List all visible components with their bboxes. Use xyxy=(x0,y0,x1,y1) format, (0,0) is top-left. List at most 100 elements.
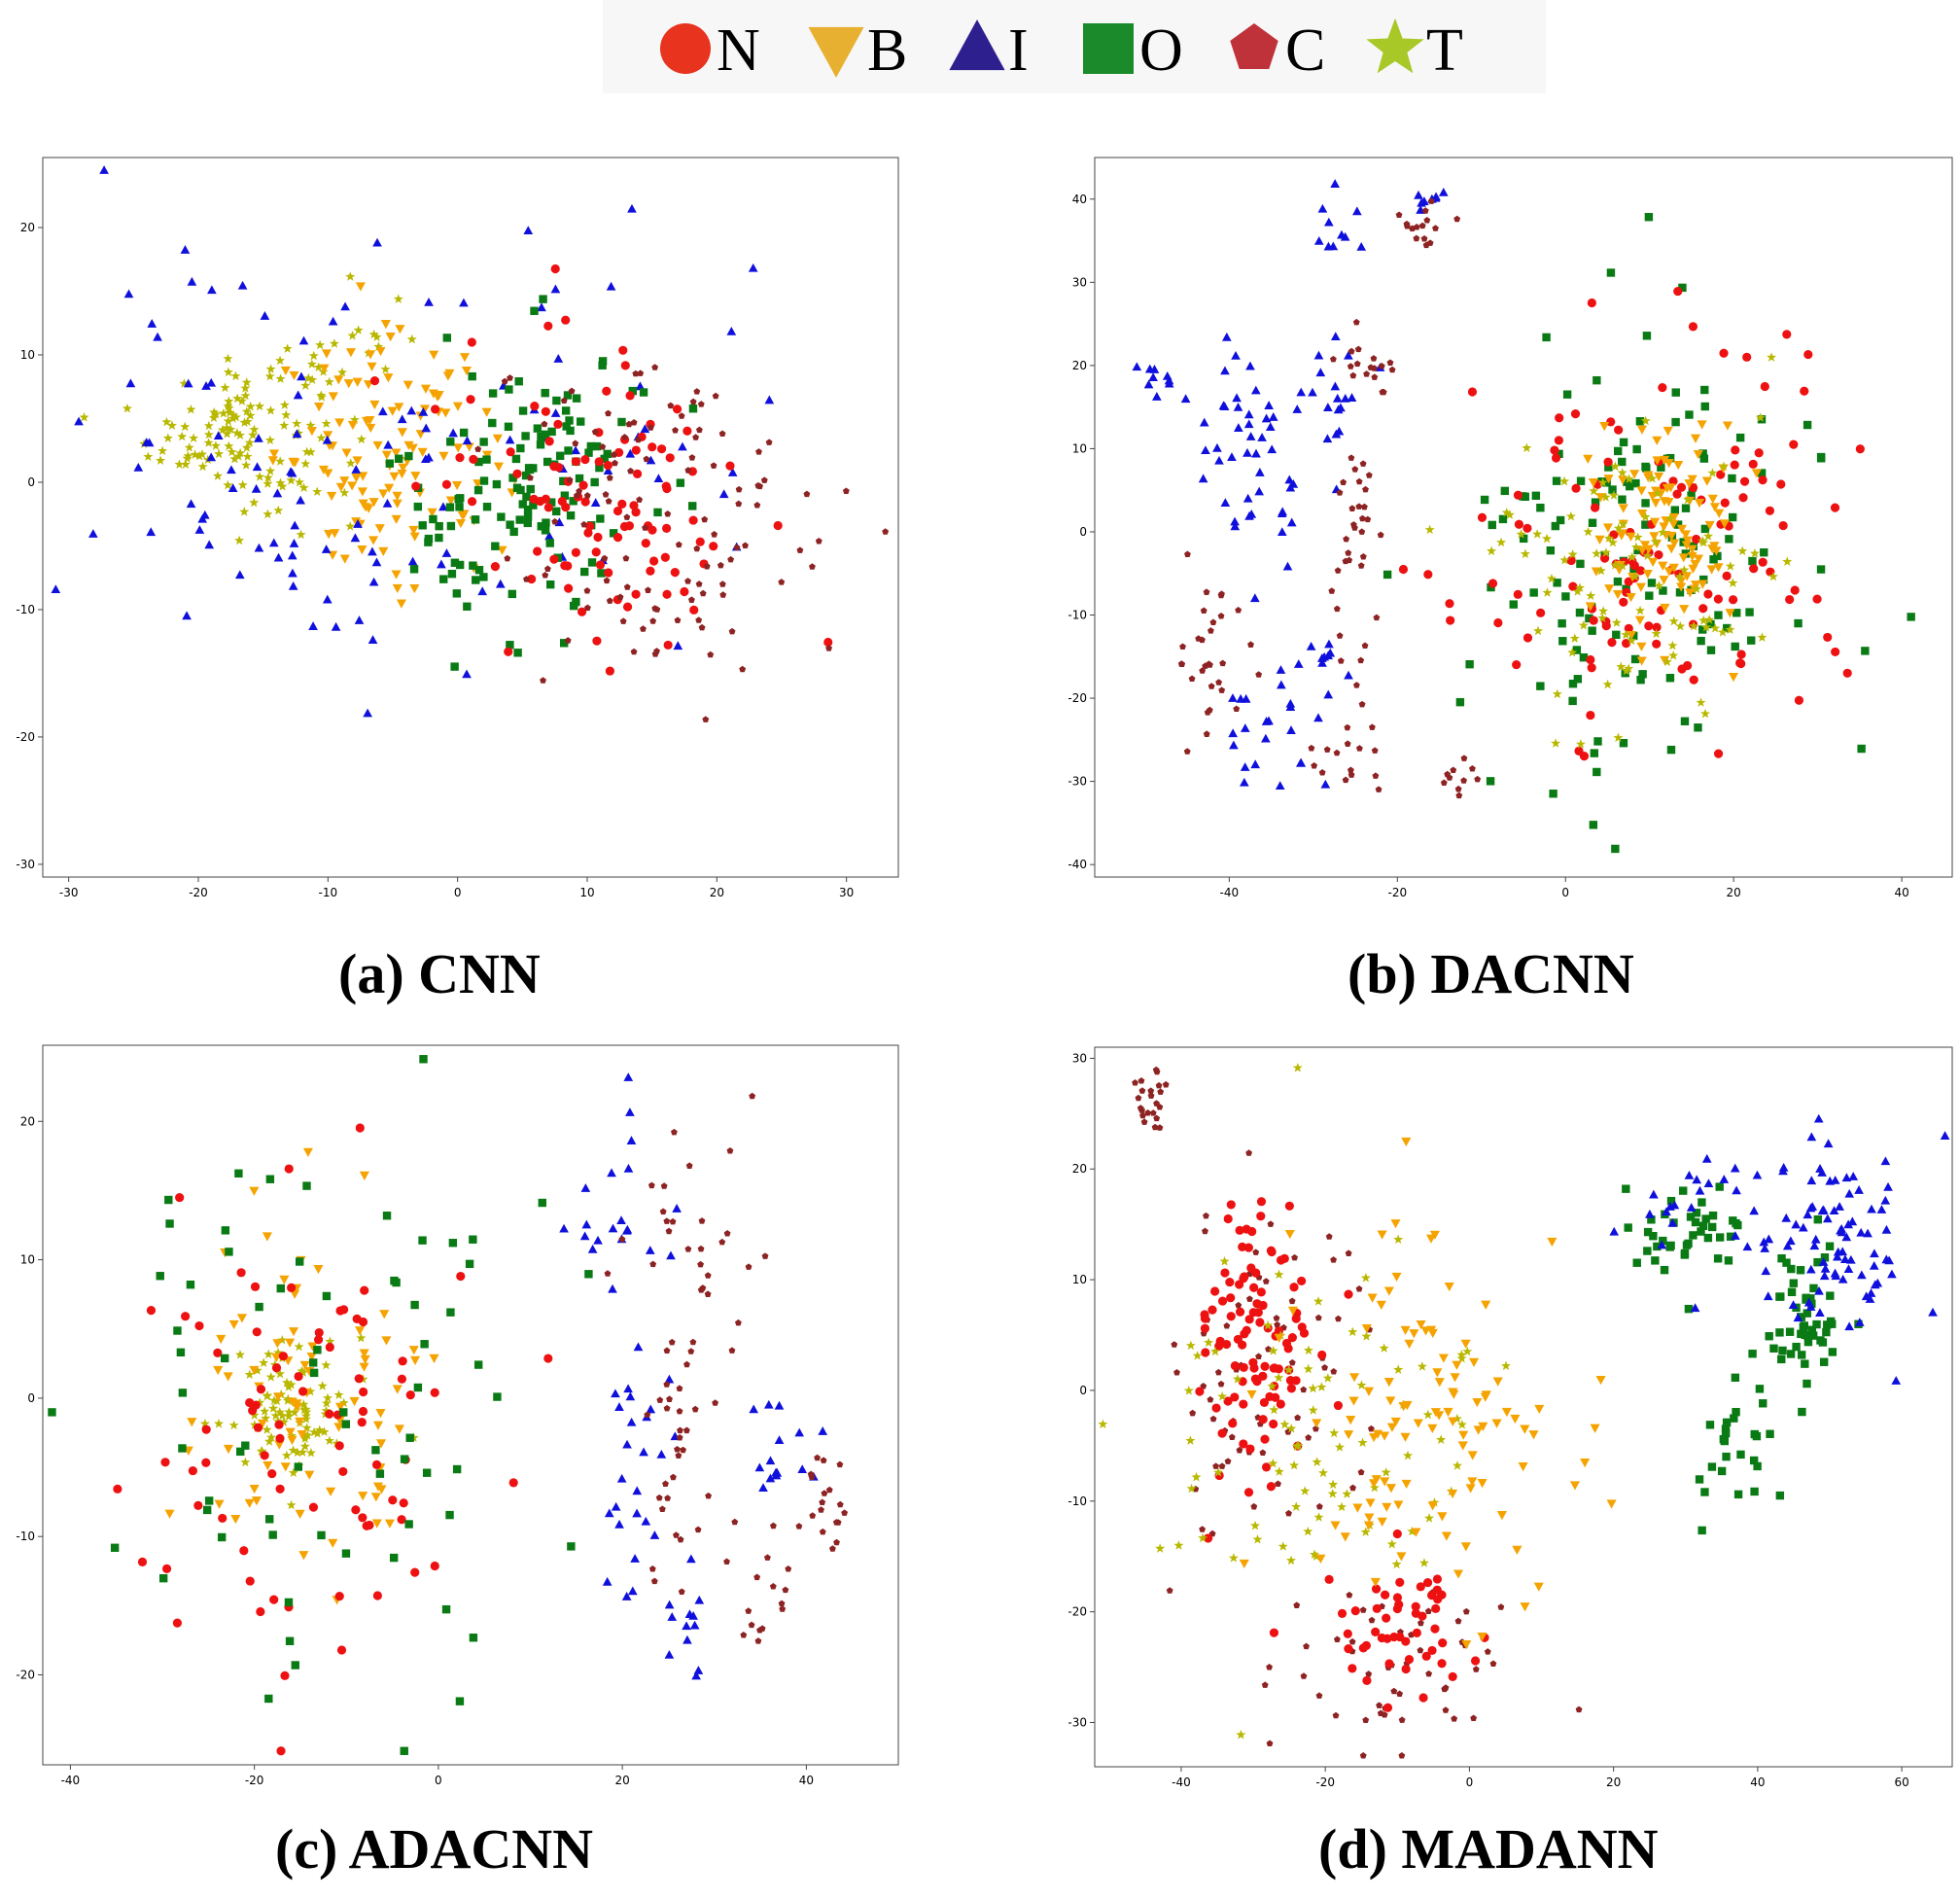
legend-marker-N xyxy=(660,23,711,74)
point-T xyxy=(268,1403,279,1413)
point-T xyxy=(316,392,327,402)
point-B xyxy=(364,504,374,513)
point-N xyxy=(1730,460,1739,470)
point-C xyxy=(697,1245,705,1252)
point-B xyxy=(313,1264,324,1275)
point-B xyxy=(290,1289,300,1299)
point-C xyxy=(832,1519,840,1526)
point-O xyxy=(1695,1475,1704,1484)
point-C xyxy=(644,1411,651,1419)
point-O xyxy=(1726,1232,1735,1241)
point-T xyxy=(1520,548,1530,559)
point-C xyxy=(648,1181,655,1189)
point-B xyxy=(1491,1419,1502,1428)
point-C xyxy=(763,1554,771,1561)
point-N xyxy=(298,1387,308,1396)
point-I xyxy=(1333,404,1344,414)
point-I xyxy=(254,433,263,442)
point-O xyxy=(236,1447,245,1457)
point-B xyxy=(1458,1430,1469,1440)
point-O xyxy=(1632,444,1641,454)
point-I xyxy=(372,237,382,247)
x-tick-label: -30 xyxy=(59,886,79,899)
point-N xyxy=(338,1466,348,1477)
point-N xyxy=(620,361,630,370)
point-N xyxy=(1269,1419,1278,1429)
point-I xyxy=(1807,1202,1818,1211)
point-B xyxy=(1533,1582,1544,1592)
point-O xyxy=(1699,575,1708,584)
point-N xyxy=(1433,1595,1443,1604)
point-N xyxy=(1382,1613,1391,1623)
point-B xyxy=(372,1482,384,1492)
point-N xyxy=(641,539,650,548)
point-O xyxy=(1498,514,1508,524)
point-I xyxy=(673,641,683,651)
point-N xyxy=(1220,1268,1230,1278)
point-N xyxy=(1830,503,1840,512)
y-tick-label: -30 xyxy=(1068,1715,1087,1729)
point-B xyxy=(1501,1407,1512,1418)
point-I xyxy=(1815,1308,1825,1318)
point-T xyxy=(236,396,247,405)
point-O xyxy=(1562,390,1572,399)
point-N xyxy=(1658,382,1667,393)
point-C xyxy=(769,1583,777,1590)
point-B xyxy=(375,1408,386,1419)
point-C xyxy=(1424,1607,1432,1615)
point-C xyxy=(1218,1462,1226,1469)
point-B xyxy=(1709,503,1720,512)
point-I xyxy=(1241,693,1251,703)
point-O xyxy=(1382,570,1392,580)
point-T xyxy=(1610,559,1621,570)
point-B xyxy=(1510,1414,1521,1424)
point-T xyxy=(229,453,240,464)
point-I xyxy=(1152,392,1162,401)
point-I xyxy=(1323,217,1334,227)
point-B xyxy=(438,451,449,461)
point-N xyxy=(1748,459,1758,469)
point-O xyxy=(1694,723,1702,732)
point-O xyxy=(617,417,626,427)
point-B xyxy=(1460,1339,1471,1349)
point-B xyxy=(1368,1479,1380,1489)
point-T xyxy=(324,376,334,387)
point-I xyxy=(1264,401,1274,409)
point-B xyxy=(365,415,375,426)
point-I xyxy=(1719,1175,1730,1183)
point-O xyxy=(1803,1337,1813,1347)
x-tick-label: 30 xyxy=(839,886,854,899)
point-N xyxy=(1738,493,1748,503)
point-N xyxy=(543,1354,553,1363)
point-O xyxy=(493,1392,502,1401)
point-O xyxy=(1531,491,1541,501)
point-B xyxy=(1654,472,1664,482)
point-N xyxy=(1731,445,1740,455)
point-N xyxy=(1239,1362,1248,1372)
point-O xyxy=(1500,486,1510,496)
point-T xyxy=(1768,571,1778,581)
point-C xyxy=(760,476,768,483)
panel-b-dacnn: -40 -20 0 20 40 -40 -30 -20 -10 0 10 20 30 40 xyxy=(1027,146,1960,899)
point-O xyxy=(1797,1351,1806,1359)
point-C xyxy=(664,1495,672,1501)
point-T xyxy=(337,367,348,377)
point-I xyxy=(1267,444,1278,454)
point-T xyxy=(1640,415,1651,426)
point-N xyxy=(245,1576,255,1586)
point-C xyxy=(733,544,741,551)
point-B xyxy=(367,362,377,371)
point-C xyxy=(782,1586,789,1594)
x-tick-label: -20 xyxy=(1387,886,1407,899)
point-T xyxy=(286,1379,297,1389)
point-T xyxy=(294,1341,304,1352)
point-I xyxy=(797,1464,808,1473)
point-T xyxy=(1456,1419,1467,1429)
point-B xyxy=(1665,483,1676,493)
point-T xyxy=(1565,510,1576,521)
point-O xyxy=(1653,1242,1662,1251)
point-N xyxy=(604,568,613,578)
point-C xyxy=(504,554,511,562)
point-I xyxy=(1760,1244,1770,1252)
point-O xyxy=(1732,1407,1740,1417)
